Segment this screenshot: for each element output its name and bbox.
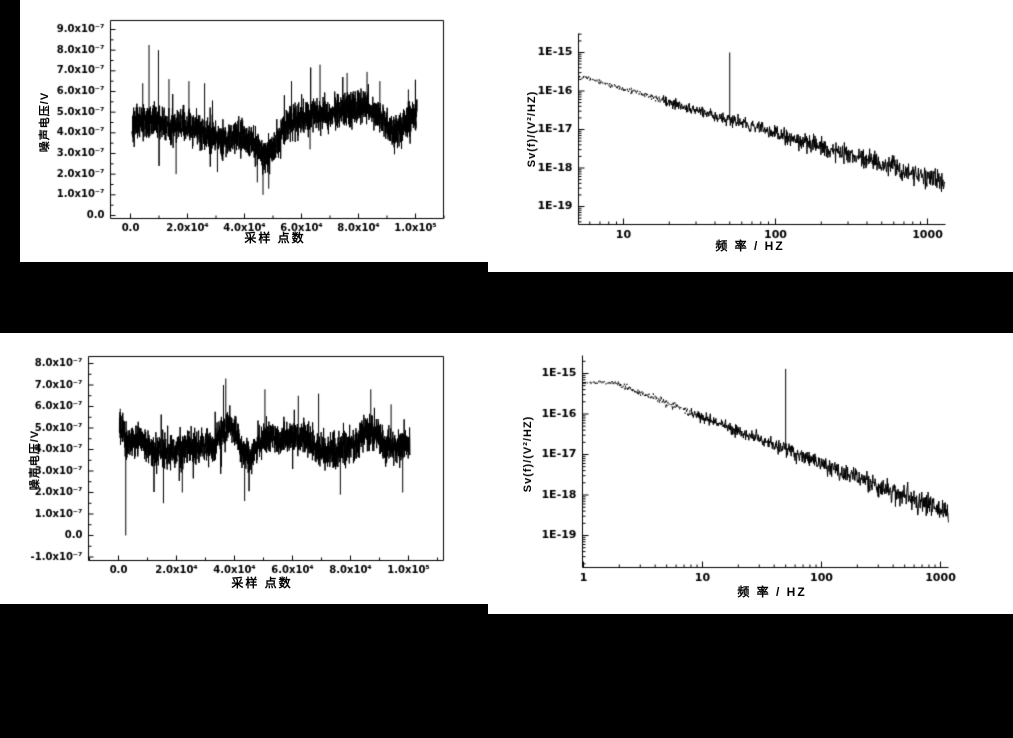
y-axis-label-psd: Sv(f)/(V²/HZ) bbox=[522, 415, 534, 493]
noise-psd-chart-top bbox=[488, 0, 1013, 272]
x-axis-label-sample-points: 采样 点数 bbox=[244, 231, 306, 245]
x-axis-label-sample-points: 采样 点数 bbox=[231, 576, 293, 590]
noise-voltage-time-series-chart-bottom bbox=[0, 333, 488, 604]
x-axis-label-frequency: 频 率 / HZ bbox=[737, 585, 807, 599]
panel-time-series-top: 噪声电压/V 采样 点数 bbox=[20, 0, 488, 262]
noise-psd-chart-bottom bbox=[488, 333, 1013, 614]
y-axis-label-noise-voltage: 噪声电压/V bbox=[39, 91, 51, 153]
panel-psd-top: Sv(f)/(V²/HZ) 频 率 / HZ bbox=[488, 0, 1013, 272]
x-axis-label-frequency: 频 率 / HZ bbox=[715, 239, 785, 253]
y-axis-label-noise-voltage: 噪声电压/V bbox=[29, 429, 41, 491]
y-axis-label-psd: Sv(f)/(V²/HZ) bbox=[526, 90, 538, 168]
noise-voltage-time-series-chart-top bbox=[20, 0, 488, 262]
panel-time-series-bottom: 噪声电压/V 采样 点数 bbox=[0, 333, 488, 604]
panel-psd-bottom: Sv(f)/(V²/HZ) 频 率 / HZ bbox=[488, 333, 1013, 614]
